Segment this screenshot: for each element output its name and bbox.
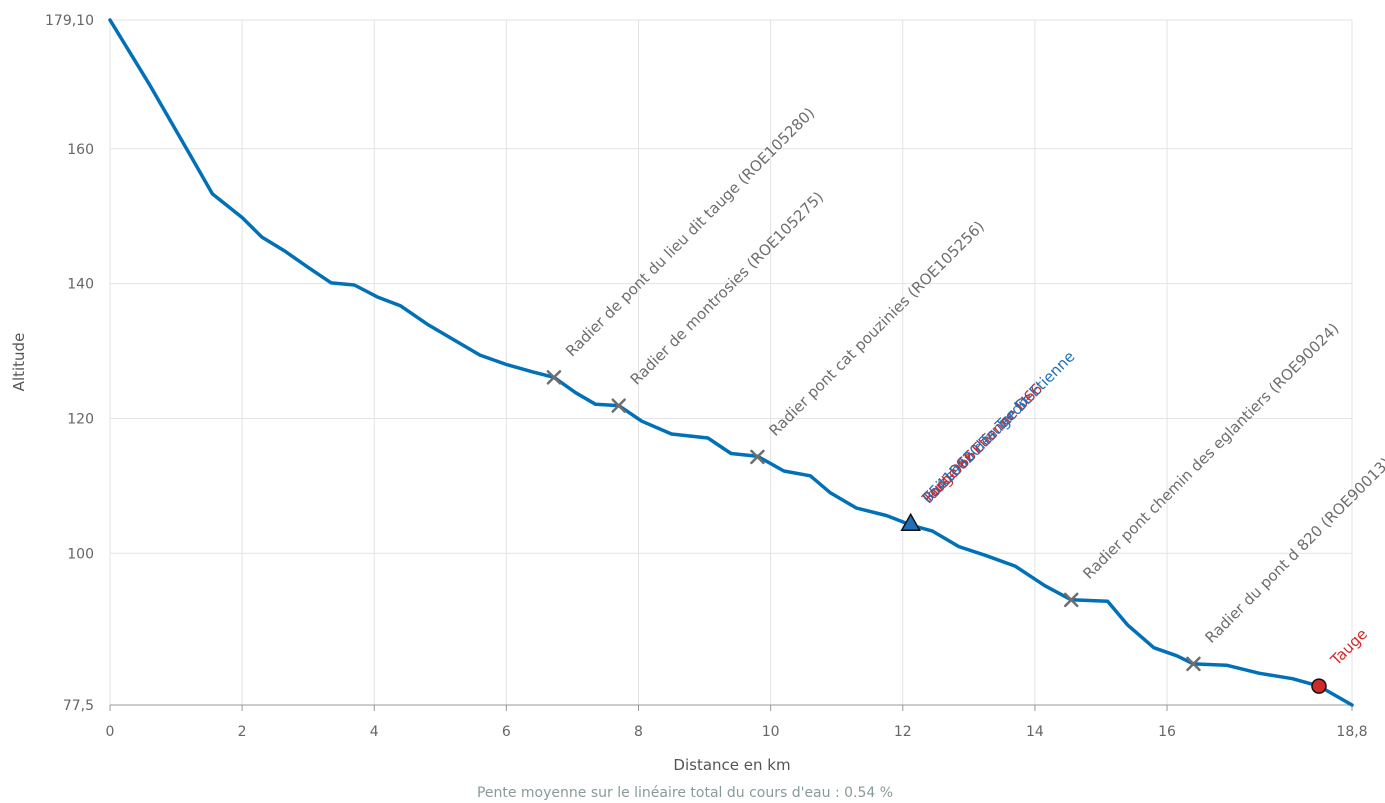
y-axis-ticks: 77,5 100 120 140 160 179,10 <box>45 13 94 714</box>
x-tick-label: 8 <box>634 724 643 740</box>
river-profile-line <box>108 18 1354 707</box>
annotation-label: Tauge <box>1326 625 1371 670</box>
x-axis-title: Distance en km <box>673 756 790 774</box>
x-tick-label: 4 <box>370 724 379 740</box>
x-axis-ticks: 0 2 4 6 8 10 12 14 16 18,8 <box>106 724 1368 740</box>
x-tick-label: 6 <box>502 724 511 740</box>
chart-grid <box>109 19 1353 711</box>
obstacle-marker <box>750 449 765 465</box>
cross-stroke <box>1186 656 1201 672</box>
x-tick-label: 14 <box>1026 724 1044 740</box>
annotation-label: Radier du pont d 820 (ROE90013) <box>1202 454 1385 647</box>
obstacle-marker <box>611 398 626 413</box>
tributary-triangle-marker <box>900 512 921 532</box>
annotation-label: Radier pont cat pouzinies (ROE105256) <box>766 217 988 439</box>
x-tick-label: 16 <box>1158 724 1176 740</box>
y-tick-label: 100 <box>67 546 94 562</box>
x-tick-label: 10 <box>762 724 780 740</box>
y-tick-label: 77,5 <box>63 698 94 714</box>
obstacle-marker <box>1186 656 1201 672</box>
slope-footer-text: Pente moyenne sur le linéaire total du c… <box>477 785 893 801</box>
y-tick-label: 120 <box>67 411 94 427</box>
x-tick-label: 2 <box>238 724 247 740</box>
annotations-layer: Radier de pont du lieu dit tauge (ROE105… <box>546 104 1385 694</box>
x-tick-label: 0 <box>106 724 115 740</box>
y-axis-title: Altitude <box>10 333 28 392</box>
cross-stroke <box>1063 592 1079 608</box>
annotation-label: Radier de montrosies (ROE105275) <box>627 188 827 388</box>
obstacle-marker <box>1063 592 1079 608</box>
x-tick-label: 18,8 <box>1336 724 1367 740</box>
confluence-circle-marker <box>1311 678 1327 694</box>
series-layer <box>108 18 1354 707</box>
obstacle-marker <box>546 370 562 385</box>
cross-stroke <box>546 370 562 385</box>
y-tick-label: 179,10 <box>45 13 94 29</box>
x-tick-label: 12 <box>894 724 912 740</box>
annotation-label: 05410020 Tauge St-Etienne <box>919 347 1079 507</box>
y-tick-label: 160 <box>67 142 94 158</box>
cross-stroke <box>611 398 626 413</box>
y-tick-label: 140 <box>67 277 94 293</box>
cross-stroke <box>750 449 765 465</box>
